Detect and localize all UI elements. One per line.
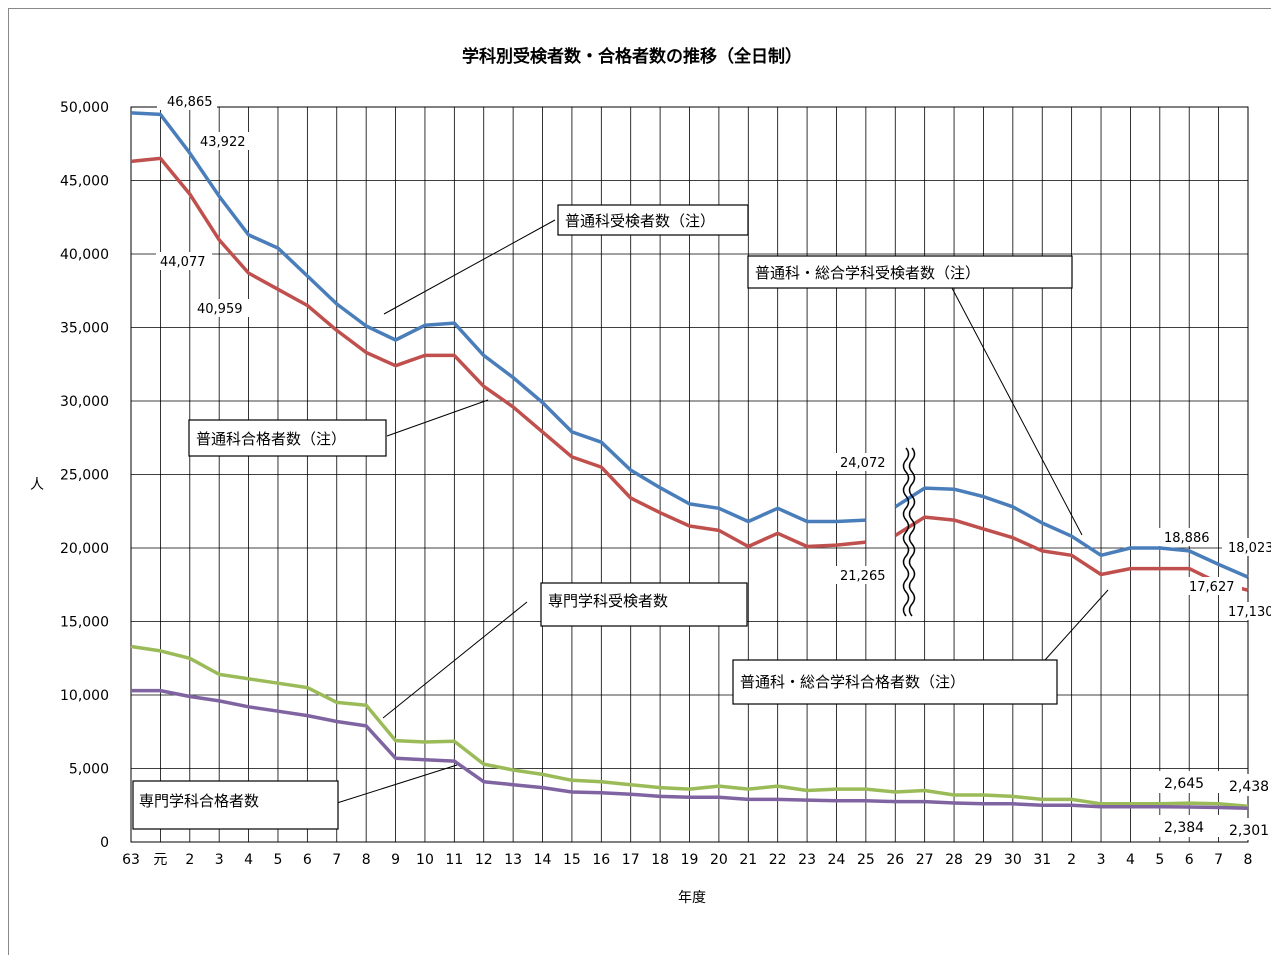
y-tick-label: 10,000 (60, 688, 109, 704)
x-tick-label: 19 (681, 852, 699, 868)
data-label: 2,438 (1229, 779, 1269, 795)
x-axis-ticks: 63 元 2 3 4 5 6 7 8 9 10 11 12 13 14 15 16 17 18 19 20 21 22 23 2… (122, 852, 1252, 868)
callout-leaders (336, 219, 1109, 804)
x-tick-label: 4 (244, 852, 253, 868)
data-label: 24,072 (840, 456, 886, 471)
data-label: 18,886 (1164, 531, 1210, 546)
x-tick-label: 5 (274, 852, 283, 868)
x-tick-label: 23 (798, 852, 816, 868)
callout-box (132, 780, 339, 830)
callout-label: 普通科受検者数（注） (565, 212, 715, 230)
series-lines (130, 111, 1249, 810)
data-label: 40,959 (197, 302, 243, 317)
x-tick-label: 4 (1126, 852, 1135, 868)
x-tick-label: 11 (445, 852, 463, 868)
callout-box (732, 659, 1058, 705)
data-label: 2,384 (1164, 820, 1204, 836)
data-label: 46,865 (167, 95, 213, 110)
series-line (130, 156, 867, 549)
data-label: 44,077 (160, 255, 206, 270)
data-label: 17,627 (1189, 580, 1235, 595)
x-tick-label: 26 (886, 852, 904, 868)
x-tick-label: 28 (945, 852, 963, 868)
series-line (894, 515, 1249, 592)
x-tick-label: 63 (122, 852, 140, 868)
y-axis-ticks: 0 5,000 10,000 15,000 20,000 25,000 30,000 35,0… (60, 100, 109, 851)
x-tick-label: 元 (153, 852, 167, 868)
grid (130, 106, 1249, 843)
y-tick-label: 35,000 (60, 321, 109, 337)
x-tick-label: 13 (504, 852, 522, 868)
x-tick-label: 6 (303, 852, 312, 868)
data-labels: 46,865 43,922 44,077 40,959 24,072 21,26… (156, 92, 1271, 840)
chart-title: 学科別受検者数・合格者数の推移（全日制） (462, 46, 802, 67)
x-tick-label: 15 (563, 852, 581, 868)
y-tick-label: 45,000 (60, 174, 109, 190)
x-tick-label: 29 (975, 852, 993, 868)
x-tick-label: 22 (769, 852, 787, 868)
series-line (130, 111, 866, 524)
callout-box (188, 419, 387, 457)
callout-boxes: 普通科受検者数（注） 普通科・総合学科受検者数（注） 普通科合格者数（注） 普通… (132, 204, 1073, 830)
callout-label: 普通科・総合学科受検者数（注） (755, 264, 980, 282)
x-tick-label: 16 (592, 852, 610, 868)
x-axis-label: 年度 (678, 890, 706, 906)
x-tick-label: 18 (651, 852, 669, 868)
callout-label: 専門学科受検者数 (548, 592, 668, 610)
data-label: 18,023 (1228, 541, 1271, 556)
x-tick-label: 31 (1033, 852, 1051, 868)
y-tick-label: 5,000 (69, 762, 109, 778)
series-line (130, 644, 1249, 808)
axis-break-mark (902, 447, 916, 617)
series-line (894, 486, 1249, 579)
data-label: 2,301 (1229, 823, 1269, 839)
x-tick-label: 7 (332, 852, 341, 868)
x-tick-label: 25 (857, 852, 875, 868)
data-label: 2,645 (1164, 776, 1204, 792)
y-tick-label: 20,000 (60, 541, 109, 557)
x-tick-label: 10 (416, 852, 434, 868)
x-tick-label: 3 (215, 852, 224, 868)
chart-frame (8, 8, 1271, 955)
x-tick-label: 8 (1244, 852, 1253, 868)
x-tick-label: 9 (391, 852, 400, 868)
series-line (131, 688, 1249, 810)
x-tick-label: 30 (1004, 852, 1022, 868)
y-tick-label: 30,000 (60, 394, 109, 410)
x-tick-label: 3 (1097, 852, 1106, 868)
callout-box (540, 582, 748, 627)
callout-label: 専門学科合格者数 (139, 792, 259, 810)
x-tick-label: 8 (362, 852, 371, 868)
x-tick-label: 12 (475, 852, 493, 868)
y-axis-label: 人 (30, 477, 44, 493)
x-tick-label: 21 (739, 852, 757, 868)
y-tick-label: 25,000 (60, 468, 109, 484)
callout-label: 普通科合格者数（注） (196, 430, 346, 448)
x-tick-label: 17 (622, 852, 640, 868)
y-tick-label: 0 (100, 835, 109, 851)
y-tick-label: 40,000 (60, 247, 109, 263)
data-label: 21,265 (840, 569, 886, 584)
x-tick-label: 7 (1214, 852, 1223, 868)
x-tick-label: 20 (710, 852, 728, 868)
x-tick-label: 24 (828, 852, 846, 868)
x-tick-label: 27 (916, 852, 934, 868)
x-tick-label: 14 (534, 852, 552, 868)
callout-box (557, 204, 749, 236)
callout-label: 普通科・総合学科合格者数（注） (740, 673, 965, 691)
data-label: 43,922 (200, 135, 246, 150)
data-label: 17,130 (1228, 605, 1271, 620)
callout-box (747, 255, 1073, 289)
x-tick-label: 6 (1185, 852, 1194, 868)
y-tick-label: 50,000 (60, 100, 109, 116)
y-tick-label: 15,000 (60, 615, 109, 631)
x-tick-label: 2 (1067, 852, 1076, 868)
x-tick-label: 2 (185, 852, 194, 868)
x-tick-label: 5 (1155, 852, 1164, 868)
